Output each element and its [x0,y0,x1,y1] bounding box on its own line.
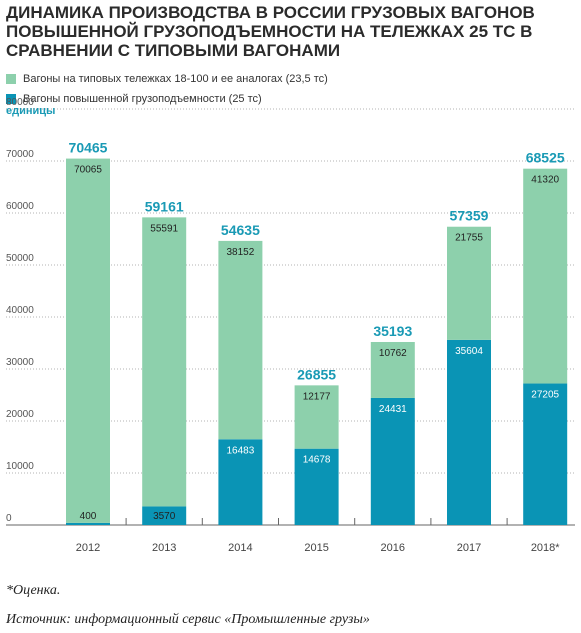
chart-title: ДИНАМИКА ПРОИЗВОДСТВА В РОССИИ ГРУЗОВЫХ … [6,3,535,60]
total-data-label: 57359 [450,208,489,224]
total-data-label: 54635 [221,222,260,238]
source-note: Источник: информационный сервис «Промышл… [6,612,370,627]
x-tick-label: 2017 [457,542,481,554]
typical-data-label: 38152 [226,247,254,258]
x-tick-label: 2016 [381,542,405,554]
x-tick-label: 2013 [152,542,176,554]
footnote: *Оценка. [6,583,61,598]
bar-high [523,383,568,525]
bar-high [447,339,491,525]
x-tick-label: 2015 [304,542,328,554]
y-tick-label: 80000 [6,97,34,108]
high-data-label: 3570 [153,511,176,522]
y-tick-label: 10000 [6,461,34,472]
legend-swatch-typical [6,74,16,84]
total-data-label: 59161 [145,198,184,214]
bar-chart: 0 10000 20000 30000 40000 50000 60000 70000 8000… [6,97,575,554]
bar-typical [447,226,491,340]
typical-data-label: 21755 [455,233,483,244]
y-tick-label: 20000 [6,409,34,420]
y-tick-label: 40000 [6,305,34,316]
legend-item-high: Вагоны повышенной грузоподъемности (25 т… [6,89,328,109]
bar-high [142,506,187,525]
typical-data-label: 12177 [303,391,331,402]
high-data-label: 35604 [455,346,483,357]
bar-typical [370,341,415,398]
y-tick-label: 60000 [6,201,34,212]
bar-typical [66,158,110,523]
bar-typical [142,217,187,507]
x-tick-label: 2012 [76,542,100,554]
bar-high [370,397,415,525]
total-data-label: 35193 [373,323,412,339]
bar-typical [523,168,568,384]
high-data-label: 24431 [379,404,407,415]
bar-typical [294,385,339,449]
high-data-label: 27205 [531,390,559,401]
legend-swatch-high [6,94,16,104]
y-tick-label: 70000 [6,149,34,160]
bar-high [66,522,110,525]
typical-data-label: 41320 [531,175,559,186]
bar-high [218,439,263,525]
x-tick-label: 2018* [531,542,560,554]
y-tick-label: 30000 [6,357,34,368]
typical-data-label: 70065 [74,165,102,176]
bar-high [294,448,339,525]
y-tick-label: 0 [6,513,12,524]
legend-item-typical: Вагоны на типовых тележках 18-100 и ее а… [6,69,328,89]
legend-label-high: Вагоны повышенной грузоподъемности (25 т… [23,93,262,105]
legend-label-typical: Вагоны на типовых тележках 18-100 и ее а… [23,73,328,85]
typical-data-label: 10762 [379,348,407,359]
high-data-label: 400 [80,511,97,522]
typical-data-label: 55591 [150,223,178,234]
high-data-label: 16483 [226,445,254,456]
total-data-label: 70465 [69,140,108,156]
legend: Вагоны на типовых тележках 18-100 и ее а… [6,69,328,109]
total-data-label: 68525 [526,150,565,166]
y-tick-label: 50000 [6,253,34,264]
bar-typical [218,240,263,440]
high-data-label: 14678 [303,455,331,466]
x-tick-label: 2014 [228,542,252,554]
total-data-label: 26855 [297,366,336,382]
y-axis-unit-label: единицы [6,105,56,117]
